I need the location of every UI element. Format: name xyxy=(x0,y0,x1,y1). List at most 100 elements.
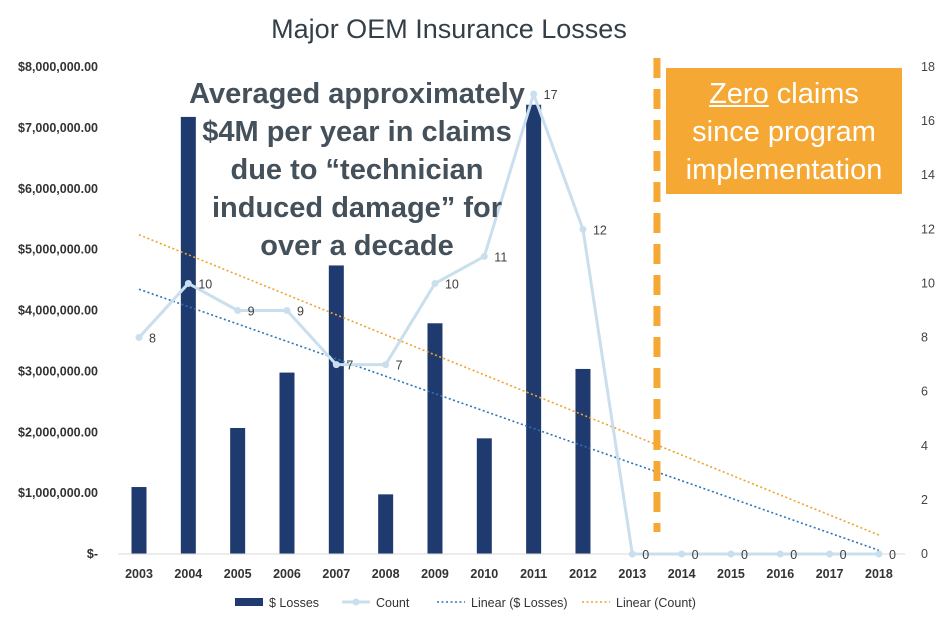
annotation-line: over a decade xyxy=(260,230,453,262)
right-axis-tick-label: 8 xyxy=(921,331,928,345)
x-axis-tick-label: 2007 xyxy=(322,567,350,581)
legend-label: Count xyxy=(376,596,410,610)
annotation-line: $4M per year in claims xyxy=(202,116,512,148)
count-series-line xyxy=(137,92,879,556)
right-axis-tick-label: 2 xyxy=(921,493,928,507)
count-point xyxy=(184,279,192,287)
count-data-label: 0 xyxy=(692,548,699,562)
count-data-label: 11 xyxy=(494,250,507,264)
count-point xyxy=(530,90,538,98)
legend-label: Linear ($ Losses) xyxy=(471,596,568,610)
legend-label: Linear (Count) xyxy=(616,596,696,610)
count-trendline xyxy=(138,234,880,536)
left-axis-tick-label: $1,000,000.00 xyxy=(18,486,98,500)
right-axis-tick-label: 14 xyxy=(921,168,935,182)
count-data-label: 0 xyxy=(642,548,649,562)
left-axis-ticks: $- $1,000,000.00 $2,000,000.00 $3,000,000.0… xyxy=(18,60,98,561)
x-axis-tick-label: 2010 xyxy=(470,567,498,581)
count-point xyxy=(135,334,143,342)
count-data-label: 0 xyxy=(840,548,847,562)
loss-bar xyxy=(180,116,196,554)
callout-line-1: Zero claims xyxy=(666,75,902,113)
count-point xyxy=(234,307,242,314)
loss-bar xyxy=(575,368,591,554)
count-point xyxy=(382,361,390,369)
x-axis-tick-label: 2003 xyxy=(125,567,153,581)
x-axis-tick-label: 2017 xyxy=(816,567,844,581)
loss-trendline xyxy=(138,288,880,552)
count-point xyxy=(826,550,834,558)
bars xyxy=(131,104,591,555)
count-data-label: 8 xyxy=(149,332,156,346)
legend-swatch-losses xyxy=(235,598,263,606)
count-data-label: 17 xyxy=(544,88,558,102)
x-axis-tick-label: 2009 xyxy=(421,567,449,581)
loss-bar xyxy=(230,427,246,554)
x-axis-tick-label: 2011 xyxy=(520,567,547,581)
callout-underlined-word: Zero xyxy=(709,78,769,110)
right-axis-tick-label: 4 xyxy=(921,439,928,453)
x-axis-tick-label: 2012 xyxy=(569,567,597,581)
count-point xyxy=(579,225,587,233)
count-data-label: 10 xyxy=(198,277,212,291)
count-line xyxy=(135,90,883,558)
x-axis-tick-label: 2008 xyxy=(372,567,400,581)
x-axis-tick-label: 2005 xyxy=(224,567,252,581)
loss-bar xyxy=(476,438,492,554)
count-point xyxy=(283,307,291,314)
x-axis-tick-label: 2004 xyxy=(174,567,202,581)
trendlines xyxy=(138,234,880,552)
right-axis-tick-label: 0 xyxy=(921,547,928,561)
right-axis-tick-label: 16 xyxy=(921,114,935,128)
left-axis-tick-label: $3,000,000.00 xyxy=(18,364,98,378)
count-data-label: 0 xyxy=(889,548,896,562)
x-axis-tick-label: 2014 xyxy=(668,567,696,581)
right-axis-tick-label: 6 xyxy=(921,385,928,399)
legend-label: $ Losses xyxy=(269,596,319,610)
count-point xyxy=(480,252,488,260)
legend-marker-count xyxy=(352,598,360,606)
annotation-line: Averaged approximately xyxy=(189,78,525,110)
x-axis-tick-label: 2015 xyxy=(717,567,745,581)
right-axis-tick-label: 12 xyxy=(921,222,935,236)
right-axis-tick-label: 18 xyxy=(921,60,935,74)
loss-bar xyxy=(279,372,295,554)
annotation-text: Averaged approximately $4M per year in cl… xyxy=(189,78,525,262)
count-point xyxy=(332,361,340,369)
loss-bar xyxy=(378,494,394,554)
callout-line-3: implementation xyxy=(685,154,883,186)
count-data-label: 0 xyxy=(741,548,748,562)
left-axis-tick-label: $5,000,000.00 xyxy=(18,243,98,257)
count-data-label: 7 xyxy=(396,359,403,373)
callout-box: Zero claims since program implementation xyxy=(666,68,902,194)
x-axis-tick-label: 2006 xyxy=(273,567,301,581)
legend: $ Losses Count Linear ($ Losses) Linear (Co… xyxy=(235,596,696,610)
count-data-label: 7 xyxy=(346,359,353,373)
count-point xyxy=(431,279,439,287)
left-axis-tick-label: $7,000,000.00 xyxy=(18,121,98,135)
callout-line-2: since program xyxy=(692,116,876,148)
annotation-line: induced damage” for xyxy=(212,192,502,224)
count-data-label: 9 xyxy=(297,305,304,319)
count-data-label: 9 xyxy=(248,305,255,319)
count-data-label: 0 xyxy=(790,548,797,562)
x-axis-tick-label: 2013 xyxy=(618,567,646,581)
callout-line-1-rest: claims xyxy=(768,78,859,110)
right-axis-tick-label: 10 xyxy=(921,276,935,290)
right-axis-ticks: 0 2 4 6 8 10 12 14 16 18 xyxy=(921,60,935,561)
count-data-label: 12 xyxy=(593,223,607,237)
count-point xyxy=(628,550,636,558)
left-axis-tick-label: $2,000,000.00 xyxy=(18,425,98,439)
count-data-label: 10 xyxy=(445,277,459,291)
count-data-labels: 8 10 9 9 7 7 10 11 17 12 0 0 0 0 0 0 xyxy=(149,88,896,562)
loss-bar xyxy=(526,104,542,555)
x-axis-tick-label: 2018 xyxy=(865,567,893,581)
count-point xyxy=(875,550,883,558)
loss-bar xyxy=(131,487,147,554)
annotation-line: due to “technician xyxy=(231,154,484,186)
left-axis-tick-label: $4,000,000.00 xyxy=(18,304,98,318)
count-point xyxy=(678,550,686,558)
loss-bar xyxy=(427,323,443,554)
x-axis-ticks: 2003 2004 2005 2006 2007 2008 2009 2010 2011 2012… xyxy=(125,567,893,581)
